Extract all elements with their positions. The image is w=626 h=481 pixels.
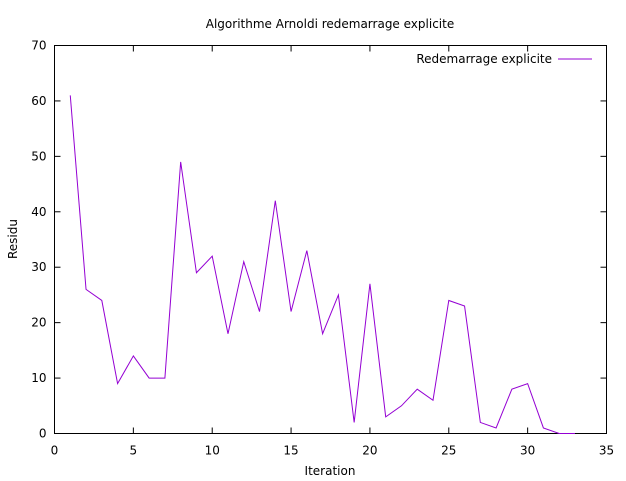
chart-title: Algorithme Arnoldi redemarrage explicite [206,17,454,31]
legend: Redemarrage explicite [416,52,592,66]
y-tick-label: 50 [31,149,46,163]
y-tick-label: 0 [39,427,47,441]
y-tick-label: 30 [31,260,46,274]
y-tick-label: 70 [31,39,46,53]
y-tick-label: 40 [31,205,46,219]
y-tick-label: 10 [31,371,46,385]
legend-label: Redemarrage explicite [416,52,552,66]
x-tick-label: 0 [51,444,59,458]
y-axis-label: Residu [6,219,20,259]
series-lines [69,95,575,434]
x-tick-label: 5 [130,444,138,458]
series-line [69,95,575,434]
x-tick-label: 10 [205,444,220,458]
y-tick-label: 60 [31,94,46,108]
x-tick-label: 25 [441,444,456,458]
axis-ticks: 0 5 10 15 20 25 30 35 0 10 20 30 40 50 60 70 [31,39,614,458]
x-tick-label: 15 [283,444,298,458]
plot-frame [54,45,607,434]
x-tick-label: 35 [599,444,614,458]
x-tick-label: 30 [520,444,535,458]
y-tick-label: 20 [31,316,46,330]
x-tick-label: 20 [362,444,377,458]
x-axis-label: Iteration [305,464,356,478]
